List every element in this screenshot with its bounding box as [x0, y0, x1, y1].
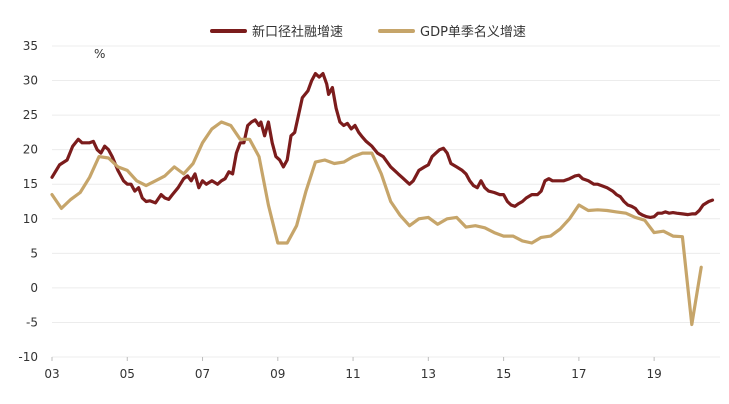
- x-tick-label: 19: [647, 367, 662, 381]
- y-tick-label: 25: [23, 108, 38, 122]
- x-tick-label: 03: [44, 367, 59, 381]
- y-tick-label: 30: [23, 74, 38, 88]
- x-tick-label: 09: [270, 367, 285, 381]
- legend-label-gdp: GDP单季名义增速: [420, 24, 526, 40]
- x-tick-label: 05: [120, 367, 135, 381]
- y-tick-label: 10: [23, 212, 38, 226]
- unit-label: %: [94, 47, 105, 61]
- legend-label-social-financing: 新口径社融增速: [252, 24, 343, 40]
- series-lines: [50, 72, 715, 327]
- y-tick-label: 35: [23, 39, 38, 53]
- series-line-0: [50, 72, 715, 219]
- y-tick-label: 15: [23, 177, 38, 191]
- y-tick-label: 20: [23, 143, 38, 157]
- x-tick-label: 17: [571, 367, 586, 381]
- y-tick-label: -10: [18, 350, 38, 364]
- x-tick-label: 11: [345, 367, 360, 381]
- y-axis: -10 -5 0 5 10 15 20 25 30 35: [18, 39, 38, 364]
- series-line-1: [50, 120, 703, 327]
- y-tick-label: 0: [30, 281, 38, 295]
- x-tick-label: 07: [195, 367, 210, 381]
- x-axis: 03 05 07 09 11 13 15 17 19: [44, 357, 662, 381]
- y-tick-label: 5: [30, 246, 38, 260]
- y-tick-label: -5: [26, 315, 38, 329]
- x-tick-label: 15: [496, 367, 511, 381]
- legend: 新口径社融增速 GDP单季名义增速: [210, 24, 526, 40]
- x-tick-label: 13: [421, 367, 436, 381]
- gridlines: [52, 45, 720, 358]
